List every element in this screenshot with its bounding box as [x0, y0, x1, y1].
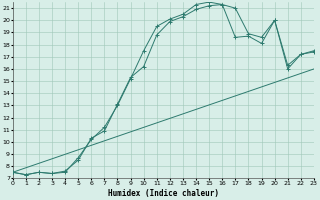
X-axis label: Humidex (Indice chaleur): Humidex (Indice chaleur) — [108, 189, 219, 198]
